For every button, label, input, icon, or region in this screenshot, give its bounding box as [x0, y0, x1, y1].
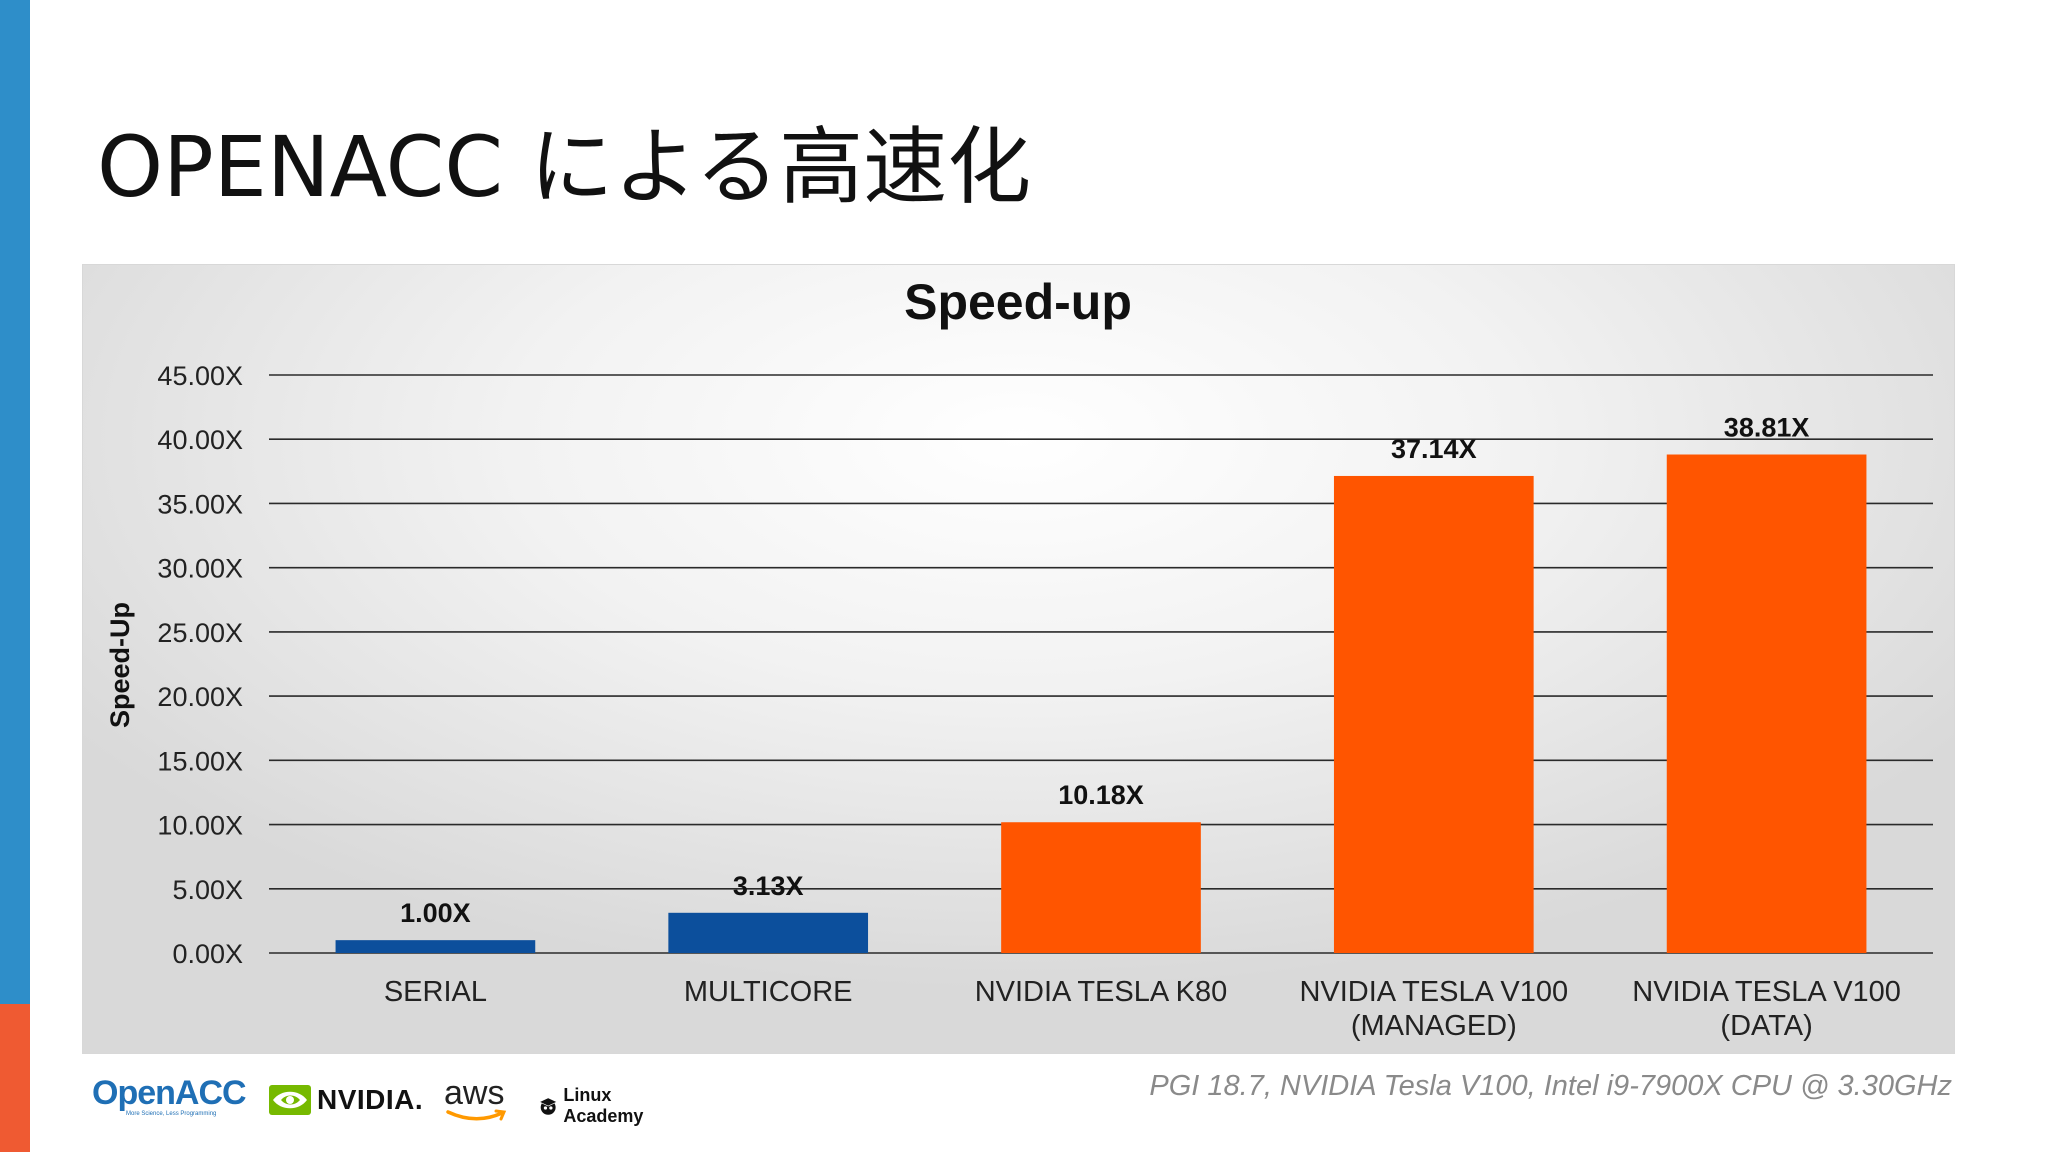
category-label: NVIDIA TESLA V100 — [1299, 976, 1568, 1008]
bar — [1001, 822, 1201, 953]
aws-logo-text: aws — [444, 1074, 505, 1112]
y-tick-label: 15.00X — [157, 746, 243, 776]
data-label: 3.13X — [733, 871, 804, 901]
y-tick-label: 40.00X — [157, 425, 243, 455]
openacc-logo-tagline: More Science, Less Programming — [126, 1111, 217, 1117]
y-tick-label: 0.00X — [172, 939, 243, 969]
y-tick-label: 35.00X — [157, 489, 243, 519]
chart-title: Speed-up — [904, 274, 1132, 330]
y-tick-label: 10.00X — [157, 811, 243, 841]
y-axis-label: Speed-Up — [105, 602, 135, 728]
data-label: 37.14X — [1391, 434, 1477, 464]
data-label: 38.81X — [1724, 413, 1810, 443]
linux-academy-logo: Linux Academy — [538, 1085, 653, 1127]
bar — [1666, 454, 1867, 953]
data-label: 1.00X — [400, 898, 471, 928]
nvidia-logo-text: NVIDIA. — [317, 1084, 424, 1115]
y-tick-label: 25.00X — [157, 618, 243, 648]
bars — [335, 454, 1867, 953]
aws-smile-icon — [446, 1109, 507, 1121]
bar — [335, 940, 536, 953]
category-label: NVIDIA TESLA V100 — [1632, 976, 1901, 1008]
category-labels: SERIAL MULTICORE NVIDIA TESLA K80 NVIDIA TE… — [384, 976, 1901, 1042]
nvidia-eye-icon — [269, 1085, 311, 1115]
linux-academy-logo-text: Linux Academy — [563, 1085, 644, 1126]
slide-title: OPENACC による高速化 — [97, 118, 1032, 216]
aws-logo: aws — [444, 1075, 514, 1125]
category-label: SERIAL — [384, 976, 487, 1008]
category-label: (DATA) — [1720, 1010, 1812, 1042]
chart-panel: Speed-up 0.00X 5.00X 10.00X 15.00X 20.00X 25.… — [82, 264, 1955, 1054]
category-label: MULTICORE — [684, 976, 853, 1008]
gridlines — [269, 374, 1933, 954]
y-tick-label: 30.00X — [157, 554, 243, 584]
footnote: PGI 18.7, NVIDIA Tesla V100, Intel i9-79… — [1149, 1070, 1952, 1102]
openacc-logo: OpenACC More Science, Less Programming — [92, 1074, 247, 1125]
left-accent-bar-orange — [0, 1004, 30, 1152]
data-labels: 1.00X 3.13X 10.18X 37.14X 38.81X — [400, 413, 1809, 929]
data-label: 10.18X — [1058, 780, 1144, 810]
y-tick-label: 20.00X — [157, 682, 243, 712]
speedup-bar-chart: Speed-up 0.00X 5.00X 10.00X 15.00X 20.00X 25.… — [105, 274, 1933, 1042]
bar — [668, 912, 869, 953]
graduation-cap-icon — [538, 1097, 558, 1115]
left-accent-bar-blue — [0, 0, 30, 1004]
nvidia-logo: NVIDIA. — [269, 1083, 423, 1117]
bar — [1333, 475, 1534, 953]
category-label: (MANAGED) — [1351, 1010, 1517, 1042]
openacc-logo-text: OpenACC — [92, 1074, 247, 1112]
y-tick-label: 5.00X — [172, 875, 243, 905]
y-tick-label: 45.00X — [157, 361, 243, 391]
category-label: NVIDIA TESLA K80 — [975, 976, 1228, 1008]
y-axis-ticks: 0.00X 5.00X 10.00X 15.00X 20.00X 25.00X 30.00X… — [157, 361, 243, 969]
